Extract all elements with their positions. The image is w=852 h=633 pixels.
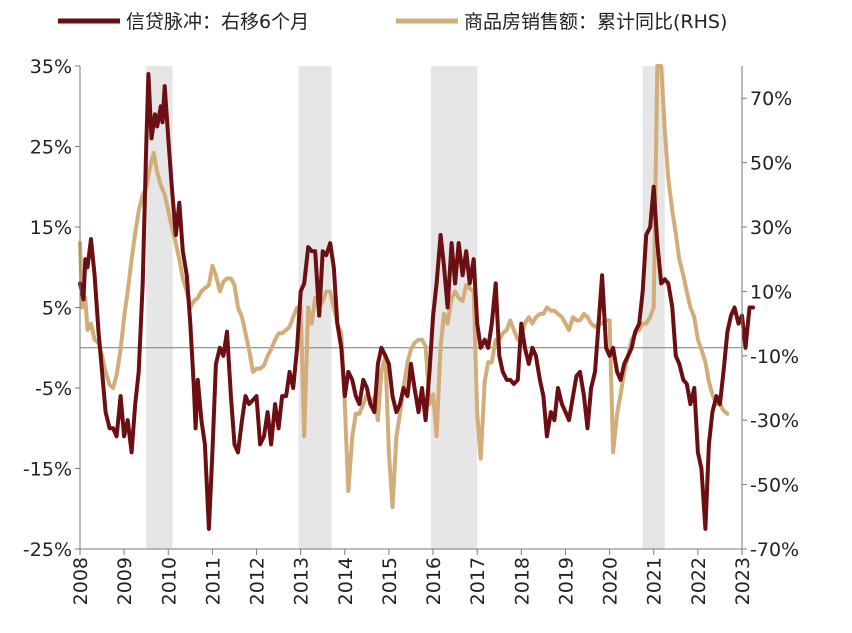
left-tick-label: -5%: [35, 378, 72, 400]
x-tick-label: 2012: [247, 557, 269, 605]
x-tick-label: 2014: [335, 557, 357, 605]
x-tick-label: 2019: [555, 557, 577, 605]
x-tick-label: 2020: [600, 557, 622, 605]
right-tick-label: -50%: [750, 475, 799, 497]
left-tick-label: 5%: [42, 298, 72, 320]
left-tick-label: 15%: [30, 217, 72, 239]
right-tick-label: -10%: [750, 346, 799, 368]
right-tick-label: -30%: [750, 410, 799, 432]
right-tick-label: 30%: [750, 217, 792, 239]
shaded-period-3: [430, 66, 478, 549]
right-tick-label: 70%: [750, 88, 792, 110]
x-tick-label: 2008: [70, 557, 92, 605]
right-tick-label: 10%: [750, 281, 792, 303]
right-tick-label: -70%: [750, 539, 799, 561]
series-line-credit-pulse: [78, 72, 755, 531]
x-tick-label: 2016: [423, 557, 445, 605]
x-tick-label: 2021: [644, 557, 666, 605]
x-tick-label: 2017: [467, 557, 489, 605]
left-tick-label: -25%: [23, 539, 72, 561]
right-axis-ticks: 70% 50% 30% 10% -10% -30% -50% -70%: [742, 88, 799, 561]
left-tick-label: -15%: [23, 459, 72, 481]
legend-label-credit-pulse: 信贷脉冲：右移6个月: [126, 11, 309, 33]
x-tick-label: 2023: [732, 557, 754, 605]
left-tick-label: 25%: [30, 137, 72, 159]
x-tick-label: 2022: [688, 557, 710, 605]
right-tick-label: 50%: [750, 153, 792, 175]
left-tick-label: 35%: [30, 56, 72, 78]
x-tick-label: 2013: [291, 557, 313, 605]
left-axis-ticks: 35% 25% 15% 5% -5% -15% -25%: [23, 56, 80, 561]
x-tick-label: 2010: [158, 557, 180, 605]
x-tick-label: 2015: [379, 557, 401, 605]
series-line-sales: [78, 64, 730, 510]
x-tick-label: 2011: [202, 557, 224, 605]
x-tick-label: 2018: [511, 557, 533, 605]
x-tick-label: 2009: [114, 557, 136, 605]
legend-label-sales: 商品房销售额：累计同比(RHS): [464, 11, 727, 33]
series-group: [78, 64, 755, 531]
legend: 信贷脉冲：右移6个月 商品房销售额：累计同比(RHS): [58, 11, 727, 33]
x-axis-ticks: 2008 2009 2010 2011 2012 2013 2014 2015 2016 2017…: [70, 549, 754, 605]
shaded-periods: [146, 66, 665, 549]
